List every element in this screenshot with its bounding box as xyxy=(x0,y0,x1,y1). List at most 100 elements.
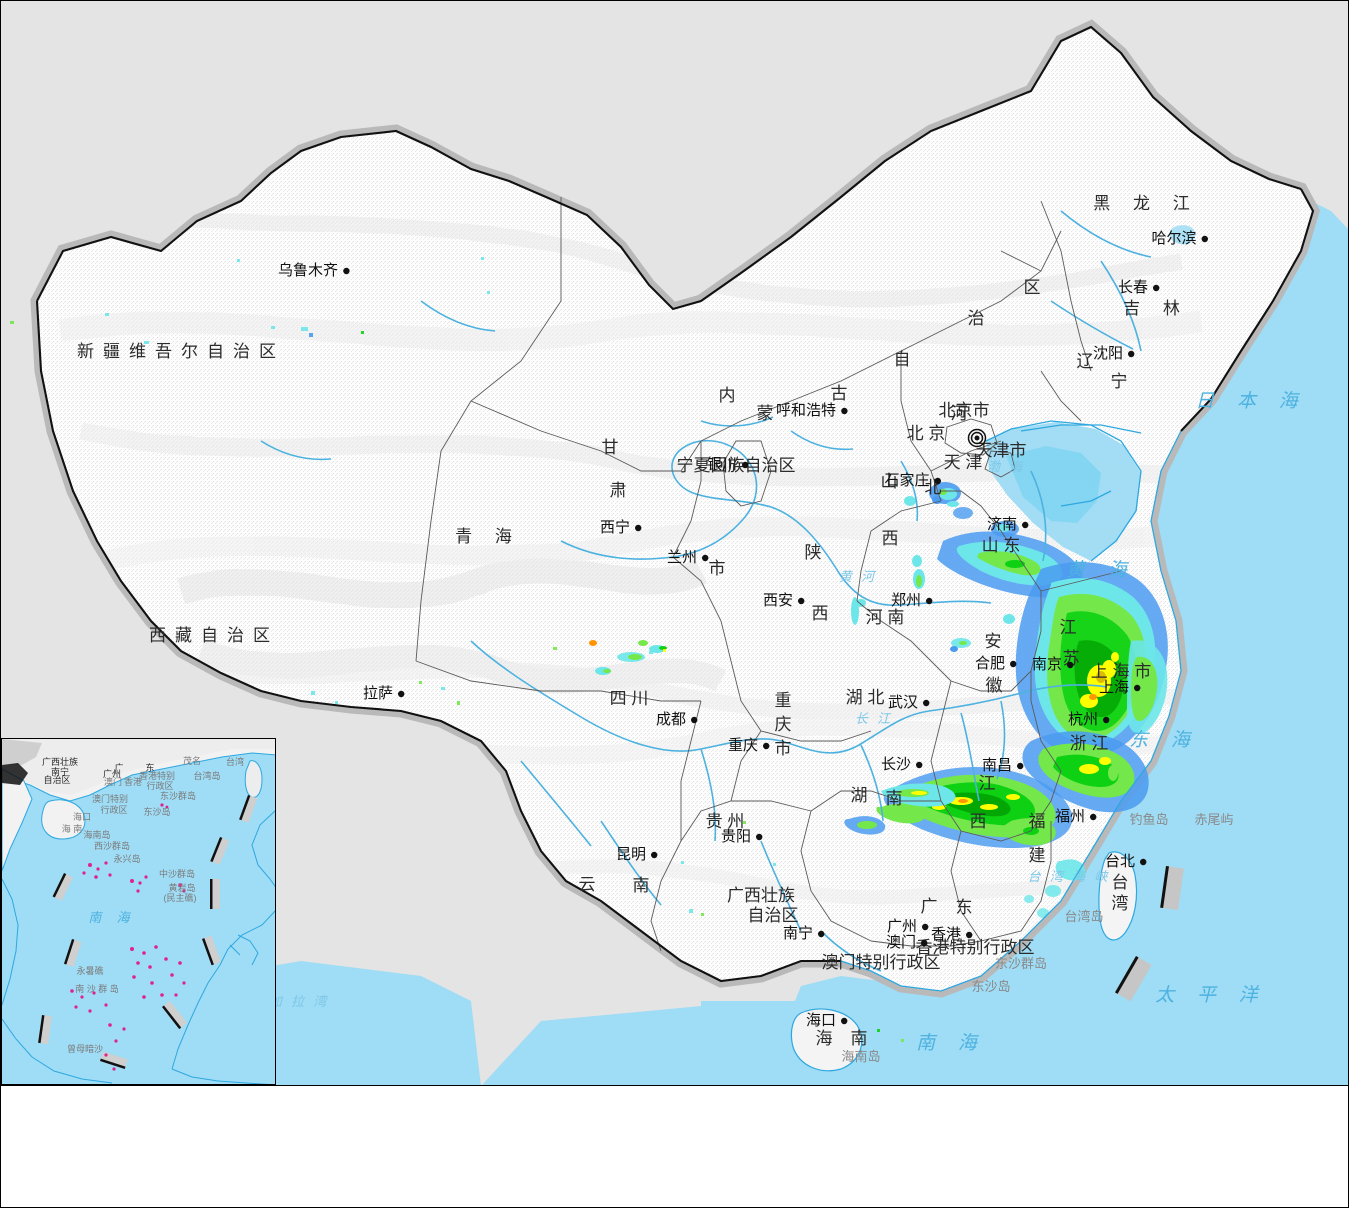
map-label-shaanxi2: 西 xyxy=(812,604,829,623)
map-label-xining: 西宁 xyxy=(600,519,630,536)
island-label-dongshadao: 东沙岛 xyxy=(971,979,1010,994)
inset-reefs xyxy=(70,803,186,1071)
inset-label-xianggang-sar: 香港特别 xyxy=(139,770,175,781)
inset-label-nanning: 南宁 xyxy=(51,766,69,777)
map-label-haerbin: 哈尔滨 xyxy=(1151,230,1196,247)
map-label-nanning: 南宁 xyxy=(783,925,813,942)
map-label-wuhan: 武汉 xyxy=(888,694,918,711)
map-label-jiangsu2: 苏 xyxy=(1063,649,1080,668)
map-label-liaoning: 辽 xyxy=(1077,352,1094,371)
echo-xinjiang xyxy=(10,257,490,344)
sea-label-changjiang: 长 江 xyxy=(855,711,893,726)
city-marker-guiyang xyxy=(756,833,763,841)
map-label-nanchang: 南昌 xyxy=(982,757,1012,774)
inset-label-aomen-sar: 澳门特别 xyxy=(92,793,128,804)
city-marker-taibei xyxy=(1140,858,1147,866)
map-label-kunming: 昆明 xyxy=(616,846,646,863)
map-label-changchun: 长春 xyxy=(1118,279,1148,296)
inset-label-aomen-sar2: 行政区 xyxy=(100,804,127,815)
south-china-sea-inset[interactable]: 广西壮族 自治区 南宁广东广州 澳门 香港 香港特别 行政区 澳门特别 行政区 茂名 台湾 台湾岛 东沙… xyxy=(1,738,276,1085)
map-label-anhui: 安 xyxy=(985,632,1002,651)
echo-shandong xyxy=(937,507,1083,598)
national-boundary-north xyxy=(36,25,1302,311)
coastline xyxy=(840,420,1182,992)
map-label-hohhot: 呼和浩特 xyxy=(776,402,836,419)
city-marker-changsha xyxy=(916,761,923,769)
echo-anhui xyxy=(950,638,971,652)
map-label-fuzhou: 福州 xyxy=(1055,808,1085,825)
island-label-taiwandao: 台湾岛 xyxy=(1064,909,1103,924)
map-label-hangzhou: 杭州 xyxy=(1068,711,1098,728)
map-label-shenyang: 沈阳 xyxy=(1093,345,1123,362)
inset-hainan-island xyxy=(41,799,86,840)
city-marker-nanjing xyxy=(1067,661,1074,669)
city-marker-shanghai xyxy=(1134,684,1141,692)
city-marker-lasa xyxy=(398,690,405,698)
map-label-beijing: 北 京 xyxy=(907,424,946,443)
map-label-changsha: 长沙 xyxy=(881,756,911,773)
map-label-neimenggu-gu: 古 xyxy=(831,384,848,403)
map-label-gansu3: 市 xyxy=(709,559,726,578)
map-label-taiwan2: 湾 xyxy=(1112,894,1129,913)
map-label-chongqing: 重 xyxy=(775,691,792,710)
inset-labels-group: 广西壮族自治区南宁广东广州澳门 香港香港特别行政区澳门特别行政区茂名 台湾台湾岛东沙… xyxy=(42,755,244,1054)
map-label-fujian: 福 xyxy=(1029,812,1046,831)
map-label-anhui2: 徽 xyxy=(986,676,1003,695)
inset-label-hainan: 海 南 xyxy=(62,823,83,834)
sea-label-huanghe: 黄 河 xyxy=(839,569,877,584)
sea-label-dong-hai: 东 海 xyxy=(1129,729,1199,751)
city-marker-fuzhou xyxy=(1090,813,1097,821)
inset-map[interactable]: 广西壮族自治区南宁广东广州澳门 香港香港特别行政区澳门特别行政区茂名 台湾台湾岛东沙… xyxy=(2,739,276,1085)
island-label-diaoyudao: 钓鱼岛 xyxy=(1129,812,1168,827)
inset-mainland-2 xyxy=(2,739,275,795)
inset-nine-dash-line xyxy=(38,795,258,1070)
city-marker-shenyang xyxy=(1128,350,1135,358)
city-marker-aomen xyxy=(921,939,928,947)
city-marker-xian xyxy=(798,597,805,605)
map-label-chengdu: 成都 xyxy=(656,711,686,728)
city-marker-haikou xyxy=(841,1017,848,1025)
map-label-shanghai: 上海 xyxy=(1099,679,1129,696)
map-label-aomen: 澳门 xyxy=(886,934,916,951)
map-label-xinjiang: 新疆维吾尔自治区 xyxy=(77,342,285,361)
map-label-tianjin: 天 津 xyxy=(944,453,983,472)
inset-label-guangdong2: 东 xyxy=(145,762,154,773)
inset-foreign-land xyxy=(2,739,42,765)
sea-label-bohai: 渤 海 xyxy=(987,459,1025,474)
map-label-qinghai: 青 海 xyxy=(455,527,521,546)
map-label-zhejiang: 浙 江 xyxy=(1070,734,1109,753)
national-boundary-ne xyxy=(1180,188,1315,432)
map-label-hebei: 河 xyxy=(951,404,968,423)
national-boundary-sw xyxy=(35,300,841,983)
city-marker-zhengzhou xyxy=(926,597,933,605)
city-marker-yinchuan xyxy=(742,461,749,469)
inset-label-yongxingdao: 永兴岛 xyxy=(113,853,140,864)
map-label-taiwan: 台 xyxy=(1112,873,1129,892)
sea-label-huang-hai: 黄 海 xyxy=(1066,560,1136,581)
map-label-lasa: 拉萨 xyxy=(363,685,393,702)
map-label-shanxi-sx2: 西 xyxy=(882,529,899,548)
map-label-shanghai-city: 上 海 市 xyxy=(1091,662,1151,681)
echo-jiangsu-shanghai xyxy=(1015,562,1168,757)
inset-label-nanshaqundao: 南 沙 群 岛 xyxy=(75,983,119,994)
map-label-hubei: 湖 北 xyxy=(846,688,885,707)
map-label-fujian2: 建 xyxy=(1029,846,1046,865)
capital-marker-beijing xyxy=(967,428,987,448)
sea-label-taiwan-haixia: 台 湾 海 峡 xyxy=(1028,869,1111,884)
map-label-chongqing-city: 重庆 xyxy=(728,737,758,754)
radar-echo-layer xyxy=(10,225,1196,1042)
map-label-xianggang: 香港 xyxy=(931,926,961,943)
city-marker-xining xyxy=(635,524,642,532)
city-marker-nanchang xyxy=(1017,762,1024,770)
legend-panel: 全国雷达拼图 [2026-01-04 17:06:00] [ 组合反射率 ] d… xyxy=(1,1087,1348,1207)
inset-border-seg xyxy=(2,763,28,785)
map-label-hunan2: 南 xyxy=(886,789,903,808)
map-label-hainan2: 南 xyxy=(851,1029,868,1048)
inset-label-guangzhou: 广州 xyxy=(103,768,121,779)
inset-label-zhongshadao: 中沙群岛 xyxy=(159,868,195,879)
map-label-jiangxi2: 西 xyxy=(970,812,987,831)
inset-label-dongshaqundao: 东沙群岛 xyxy=(160,790,196,801)
map-label-neimenggu-zhi: 治 xyxy=(968,309,985,328)
